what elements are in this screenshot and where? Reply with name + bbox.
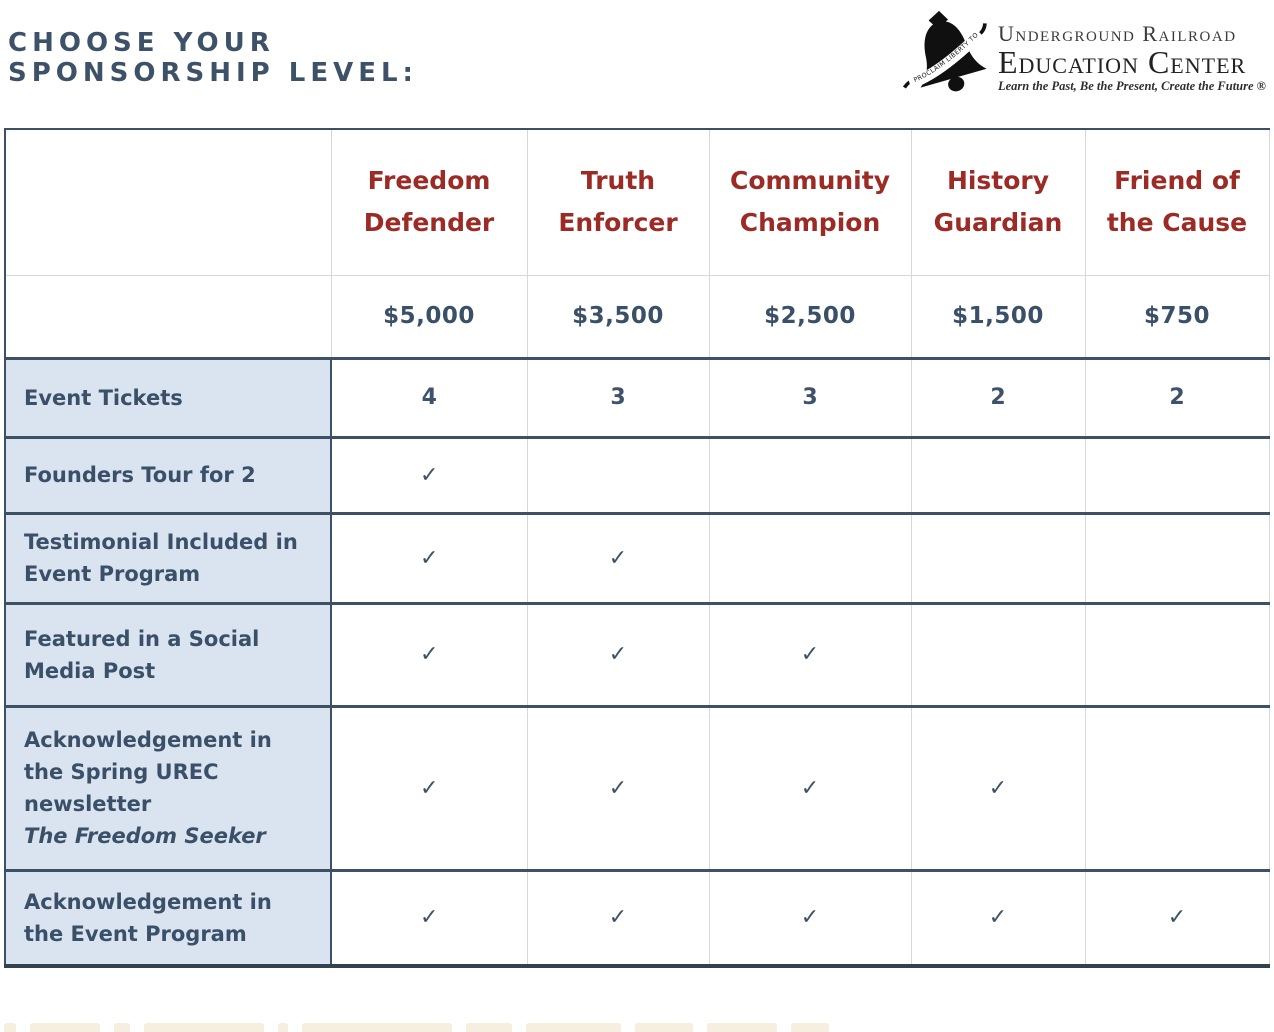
- feature-label-text: Founders Tour for 2: [24, 463, 256, 487]
- page-title-line2: SPONSORSHIP LEVEL:: [8, 58, 418, 88]
- feature-cell: ✓: [527, 870, 710, 968]
- tier-name-text: the Cause: [1106, 208, 1248, 238]
- feature-cell: ✓: [331, 603, 528, 708]
- feature-cell: [911, 513, 1086, 605]
- tier-price-row: $5,000 $3,500 $2,500 $1,500 $750: [5, 275, 1270, 360]
- feature-row-testimonial: Testimonial Included in Event Program ✓ …: [5, 513, 1270, 605]
- feature-row-event-program: Acknowledgement in the Event Program ✓ ✓…: [5, 870, 1270, 968]
- cutoff-text-sliver: [4, 1023, 904, 1032]
- urec-logo: PROCLAIM LIBERTY TO ALL Underground Rail…: [900, 8, 1266, 102]
- feature-cell: ✓: [527, 603, 710, 708]
- tier-name-text: Truth: [580, 166, 656, 196]
- corner-cell: [5, 129, 332, 276]
- tier-name-row: Freedom Defender Truth Enforcer Communit…: [5, 129, 1270, 276]
- feature-cell: ✓: [709, 603, 912, 708]
- feature-cell: [1085, 513, 1270, 605]
- tier-name-text: Enforcer: [558, 208, 678, 238]
- feature-cell: 2: [1085, 358, 1270, 439]
- feature-cell: ✓: [911, 706, 1086, 872]
- feature-cell: ✓: [331, 870, 528, 968]
- feature-label-newsletter: Acknowledgement in the Spring UREC newsl…: [5, 706, 332, 872]
- feature-cell: [1085, 706, 1270, 872]
- feature-cell: [1085, 437, 1270, 515]
- page-title: CHOOSE YOUR SPONSORSHIP LEVEL:: [8, 28, 418, 88]
- tier-name-text: Community: [729, 166, 891, 196]
- feature-cell: ✓: [331, 437, 528, 515]
- feature-cell: [527, 437, 710, 515]
- logo-tagline: Learn the Past, Be the Present, Create t…: [997, 79, 1266, 93]
- feature-label-text: Testimonial Included in Event Program: [24, 530, 298, 586]
- tier-price-truth-enforcer: $3,500: [527, 275, 710, 360]
- feature-row-founders-tour: Founders Tour for 2 ✓: [5, 437, 1270, 515]
- feature-row-event-tickets: Event Tickets 4 3 3 2 2: [5, 358, 1270, 439]
- feature-cell: 4: [331, 358, 528, 439]
- tier-price-history-guardian: $1,500: [911, 275, 1086, 360]
- tier-name-text: Freedom: [367, 166, 491, 196]
- feature-cell: [911, 603, 1086, 708]
- feature-cell: 3: [709, 358, 912, 439]
- tier-name-text: Guardian: [933, 208, 1063, 238]
- tier-name-text: Friend of: [1114, 166, 1240, 196]
- feature-cell: [709, 437, 912, 515]
- feature-label-text: Acknowledgement in the Event Program: [24, 889, 272, 946]
- feature-label-text: Acknowledgement in the Spring UREC newsl…: [24, 728, 272, 816]
- feature-cell: ✓: [1085, 870, 1270, 968]
- tier-name-text: Defender: [363, 208, 495, 238]
- feature-cell: [709, 513, 912, 605]
- feature-cell: ✓: [331, 513, 528, 605]
- feature-row-social-media: Featured in a Social Media Post ✓ ✓ ✓: [5, 603, 1270, 708]
- feature-cell: ✓: [331, 706, 528, 872]
- feature-cell: 3: [527, 358, 710, 439]
- feature-cell: [1085, 603, 1270, 708]
- feature-cell: ✓: [527, 706, 710, 872]
- sponsorship-table: Freedom Defender Truth Enforcer Communit…: [4, 128, 1270, 968]
- feature-label-event-program: Acknowledgement in the Event Program: [5, 870, 332, 968]
- tier-header-friend-of-the-cause: Friend of the Cause: [1085, 129, 1270, 276]
- logo-org-line2: Education Center: [997, 44, 1247, 80]
- corner-cell: [5, 275, 332, 360]
- tier-header-history-guardian: History Guardian: [911, 129, 1086, 276]
- tier-price-freedom-defender: $5,000: [331, 275, 528, 360]
- tier-price-friend-of-the-cause: $750: [1085, 275, 1270, 360]
- logo-org-line1: Underground Railroad: [997, 21, 1237, 46]
- feature-cell: ✓: [709, 706, 912, 872]
- feature-cell: 2: [911, 358, 1086, 439]
- feature-label-social-media: Featured in a Social Media Post: [5, 603, 332, 708]
- feature-label-text: Featured in a Social Media Post: [24, 626, 260, 683]
- logo-wordmark: Underground Railroad Education Center Le…: [998, 22, 1266, 94]
- feature-label-italic: The Freedom Seeker: [24, 824, 266, 848]
- feature-label-event-tickets: Event Tickets: [5, 358, 332, 439]
- feature-cell: [911, 437, 1086, 515]
- tier-name-text: Champion: [739, 208, 881, 238]
- feature-label-founders-tour: Founders Tour for 2: [5, 437, 332, 515]
- feature-label-text: Event Tickets: [24, 385, 183, 410]
- tier-header-community-champion: Community Champion: [709, 129, 912, 276]
- bell-icon: PROCLAIM LIBERTY TO ALL: [900, 8, 987, 92]
- feature-cell: ✓: [911, 870, 1086, 968]
- page-title-line1: CHOOSE YOUR: [8, 28, 275, 58]
- feature-cell: ✓: [709, 870, 912, 968]
- feature-label-testimonial: Testimonial Included in Event Program: [5, 513, 332, 605]
- tier-header-truth-enforcer: Truth Enforcer: [527, 129, 710, 276]
- feature-cell: ✓: [527, 513, 710, 605]
- feature-row-newsletter: Acknowledgement in the Spring UREC newsl…: [5, 706, 1270, 872]
- tier-name-text: History: [946, 166, 1050, 196]
- tier-header-freedom-defender: Freedom Defender: [331, 129, 528, 276]
- tier-price-community-champion: $2,500: [709, 275, 912, 360]
